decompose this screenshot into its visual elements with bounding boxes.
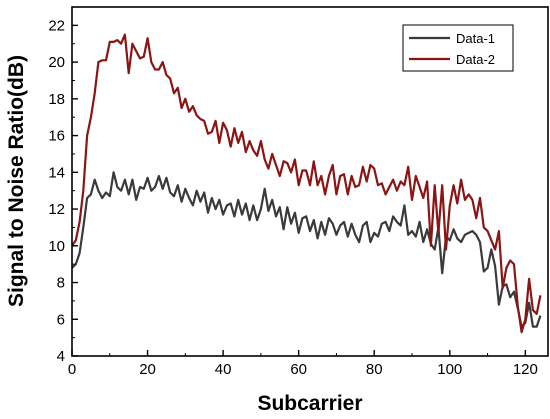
- series-line-data-2: [71, 33, 542, 334]
- series-layer: [71, 33, 542, 334]
- legend: Data-1 Data-2: [402, 24, 514, 72]
- plot-frame: [71, 6, 549, 357]
- x-axis-title: Subcarrier: [257, 392, 362, 415]
- legend-label-data-2: Data-2: [456, 52, 495, 67]
- y-tick-label: 6: [57, 311, 65, 328]
- x-tick-label: 100: [437, 361, 462, 378]
- y-tick-label: 14: [48, 164, 65, 181]
- y-tick-label: 20: [48, 54, 65, 71]
- y-tick-label: 22: [48, 17, 65, 34]
- series-line-data-1: [71, 171, 542, 328]
- y-tick-label: 16: [48, 128, 65, 145]
- y-axis-title: Signal to Noise Ratio(dB): [5, 55, 28, 307]
- y-tick-label: 10: [48, 238, 65, 255]
- x-tick-label: 0: [68, 361, 76, 378]
- x-tick-label: 60: [290, 361, 307, 378]
- y-tick-label: 8: [57, 275, 65, 292]
- ticks-layer: 0 20 40 60 80 100 120 4 6 8 10 12 14 16 18 20 22: [48, 17, 538, 378]
- legend-box: [402, 24, 514, 72]
- x-tick-label: 40: [215, 361, 232, 378]
- y-tick-label: 12: [48, 201, 65, 218]
- legend-label-data-1: Data-1: [456, 31, 495, 46]
- y-tick-label: 18: [48, 91, 65, 108]
- y-tick-label: 4: [57, 348, 65, 365]
- x-tick-label: 20: [139, 361, 156, 378]
- x-tick-label: 80: [366, 361, 383, 378]
- x-tick-label: 120: [513, 361, 538, 378]
